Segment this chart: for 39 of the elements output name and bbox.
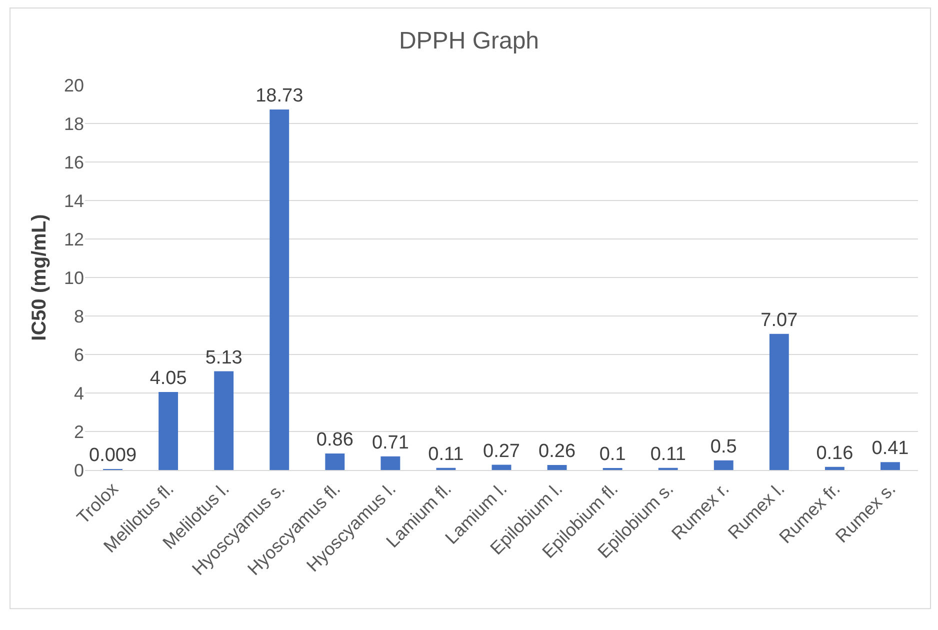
data-label: 0.11 bbox=[428, 444, 464, 465]
bar bbox=[880, 462, 900, 470]
bar bbox=[380, 456, 400, 470]
data-label: 0.26 bbox=[538, 441, 576, 462]
bar bbox=[325, 453, 345, 470]
y-tick-label: 10 bbox=[64, 268, 84, 288]
data-label: 0.27 bbox=[483, 440, 520, 462]
data-label: 0.11 bbox=[650, 444, 686, 465]
data-label: 0.1 bbox=[599, 444, 626, 465]
bar bbox=[214, 371, 234, 470]
data-label: 18.73 bbox=[256, 85, 304, 106]
data-label: 5.13 bbox=[205, 347, 242, 368]
bar bbox=[769, 334, 789, 470]
y-tick-label: 6 bbox=[74, 344, 84, 365]
bar bbox=[270, 109, 290, 470]
data-label: 0.009 bbox=[88, 445, 137, 466]
y-tick-label: 4 bbox=[74, 383, 84, 404]
bar bbox=[714, 460, 734, 470]
y-axis-title: IC50 (mg/mL) bbox=[28, 214, 50, 341]
y-tick-label: 18 bbox=[64, 114, 84, 134]
y-tick-label: 8 bbox=[74, 306, 84, 326]
data-label: 0.5 bbox=[710, 436, 737, 458]
data-label: 0.41 bbox=[872, 438, 909, 460]
data-label: 4.05 bbox=[150, 368, 187, 390]
y-tick-label: 12 bbox=[64, 229, 84, 250]
data-label: 7.07 bbox=[760, 310, 798, 331]
data-label: 0.71 bbox=[372, 432, 409, 454]
chart-title: DPPH Graph bbox=[398, 27, 540, 54]
y-tick-label: 16 bbox=[64, 152, 84, 172]
bar bbox=[158, 392, 178, 470]
y-tick-label: 2 bbox=[74, 422, 84, 442]
bar bbox=[492, 464, 512, 470]
bar bbox=[547, 465, 567, 470]
data-label: 0.86 bbox=[316, 429, 354, 450]
y-tick-label: 14 bbox=[64, 190, 84, 211]
data-label: 0.16 bbox=[816, 442, 854, 464]
y-tick-label: 20 bbox=[64, 75, 84, 96]
bar bbox=[824, 466, 844, 470]
y-tick-label: 0 bbox=[74, 460, 84, 480]
